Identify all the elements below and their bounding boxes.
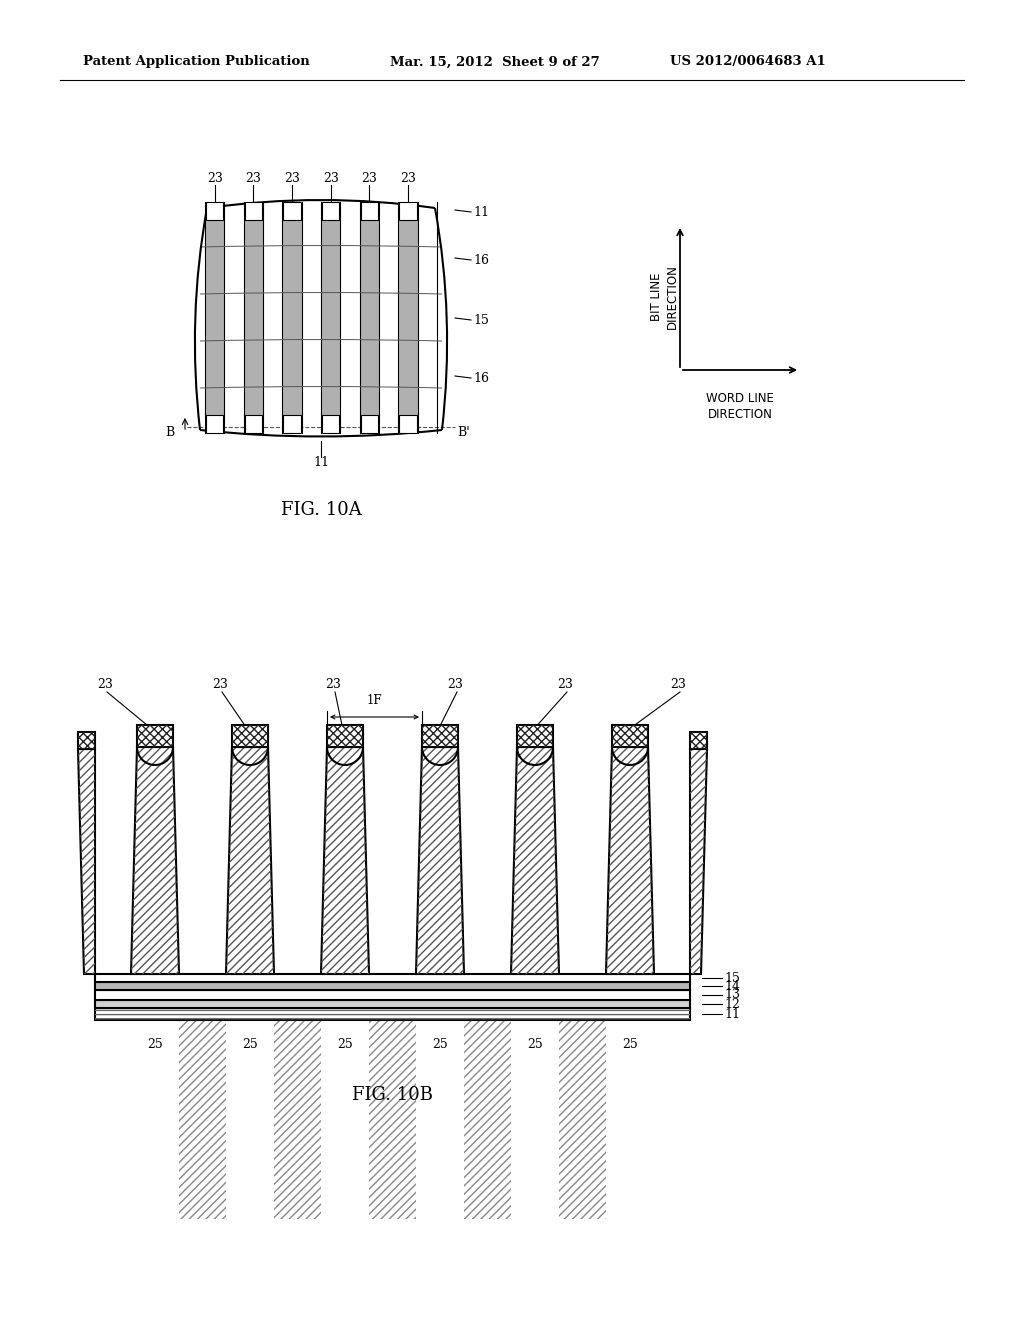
Bar (205, 202, 224, 433)
Bar (284, 414, 301, 433)
Text: 23: 23 (400, 172, 416, 185)
Polygon shape (137, 725, 173, 747)
Text: 14: 14 (724, 979, 740, 993)
Text: 25: 25 (527, 1039, 543, 1052)
Text: 23: 23 (323, 172, 339, 185)
Polygon shape (511, 747, 559, 974)
Text: 23: 23 (212, 677, 228, 690)
Text: 23: 23 (284, 172, 300, 185)
Polygon shape (422, 725, 458, 747)
Polygon shape (517, 725, 553, 747)
Bar (245, 414, 262, 433)
Text: 25: 25 (432, 1039, 447, 1052)
Text: WORD LINE
DIRECTION: WORD LINE DIRECTION (707, 392, 774, 421)
Text: 25: 25 (337, 1039, 353, 1052)
Text: 23: 23 (670, 677, 686, 690)
Bar (559, 974, 606, 1218)
Bar (95, 1008, 690, 1020)
Bar (206, 202, 223, 220)
Bar (95, 982, 690, 990)
Polygon shape (327, 725, 362, 747)
Polygon shape (226, 747, 274, 974)
Text: 16: 16 (473, 253, 489, 267)
Bar (369, 974, 416, 1218)
Bar (359, 202, 379, 433)
Bar (244, 202, 263, 433)
Text: 11: 11 (473, 206, 489, 219)
Bar (360, 202, 378, 220)
Text: 23: 23 (557, 677, 573, 690)
Text: 16: 16 (473, 371, 489, 384)
Text: B': B' (457, 425, 470, 438)
Bar (321, 202, 340, 433)
Text: FIG. 10A: FIG. 10A (281, 502, 361, 519)
Polygon shape (78, 733, 95, 748)
Text: 23: 23 (97, 677, 113, 690)
Text: US 2012/0064683 A1: US 2012/0064683 A1 (670, 55, 825, 69)
Text: FIG. 10B: FIG. 10B (352, 1086, 433, 1104)
Polygon shape (612, 725, 648, 747)
Bar (179, 974, 226, 1218)
Bar (399, 414, 417, 433)
Bar (322, 202, 339, 220)
Bar (360, 414, 378, 433)
Text: 13: 13 (724, 989, 740, 1002)
Polygon shape (416, 747, 464, 974)
Text: 23: 23 (325, 677, 341, 690)
Text: 15: 15 (724, 972, 740, 985)
Text: 0.5F: 0.5F (332, 744, 358, 756)
Polygon shape (690, 733, 707, 748)
Text: 23: 23 (447, 677, 463, 690)
Text: 25: 25 (623, 1039, 638, 1052)
Bar (206, 414, 223, 433)
Bar (464, 974, 511, 1218)
Polygon shape (232, 725, 268, 747)
Bar (95, 1008, 690, 1020)
Bar (284, 202, 301, 220)
Bar (245, 202, 262, 220)
Polygon shape (321, 747, 369, 974)
Bar (274, 974, 321, 1218)
Polygon shape (78, 748, 95, 974)
Polygon shape (606, 747, 654, 974)
Text: 25: 25 (147, 1039, 163, 1052)
Text: Patent Application Publication: Patent Application Publication (83, 55, 309, 69)
Text: 1F: 1F (367, 694, 382, 708)
Text: 23: 23 (361, 172, 377, 185)
Text: 12: 12 (724, 998, 740, 1011)
Polygon shape (690, 748, 707, 974)
Text: B: B (166, 425, 175, 438)
Bar (95, 1001, 690, 1008)
Polygon shape (131, 747, 179, 974)
Text: 25: 25 (242, 1039, 258, 1052)
Bar (322, 414, 339, 433)
Text: 23: 23 (246, 172, 261, 185)
Bar (95, 990, 690, 1001)
Text: 11: 11 (313, 457, 329, 470)
Text: BIT LINE
DIRECTION: BIT LINE DIRECTION (649, 264, 679, 330)
Bar (399, 202, 417, 220)
Text: 15: 15 (473, 314, 488, 326)
Bar (95, 974, 690, 982)
Bar (283, 202, 302, 433)
Text: Mar. 15, 2012  Sheet 9 of 27: Mar. 15, 2012 Sheet 9 of 27 (390, 55, 600, 69)
Text: 23: 23 (207, 172, 222, 185)
Text: 11: 11 (724, 1007, 740, 1020)
Bar (398, 202, 418, 433)
